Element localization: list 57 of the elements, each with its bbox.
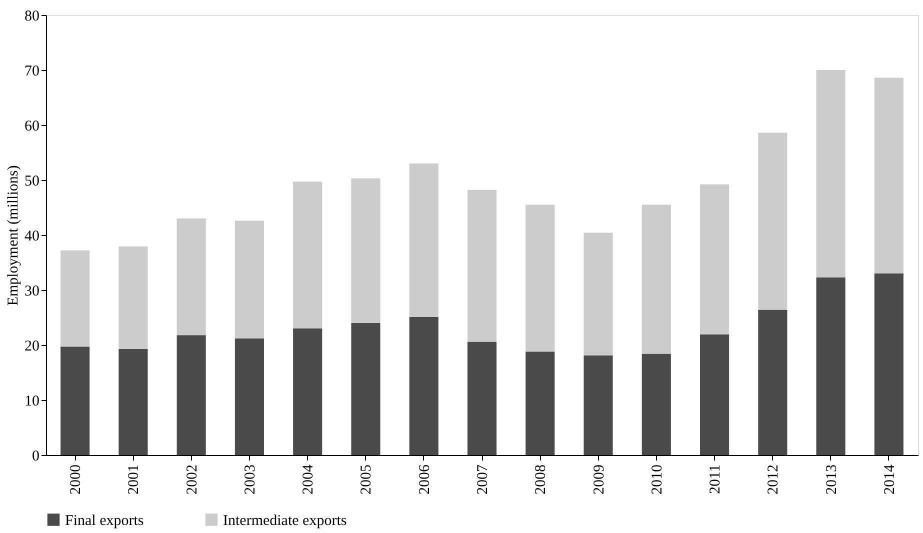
bar bbox=[293, 182, 322, 328]
y-tick-label: 0 bbox=[32, 448, 40, 464]
x-tick-label: 2012 bbox=[766, 464, 782, 494]
bar bbox=[467, 342, 497, 455]
bar bbox=[816, 277, 846, 455]
x-tick-label: 2013 bbox=[824, 464, 840, 494]
bar bbox=[700, 334, 730, 455]
bar bbox=[874, 78, 904, 274]
bar bbox=[351, 178, 380, 323]
y-tick-label: 30 bbox=[24, 284, 40, 300]
x-tick-label: 2003 bbox=[242, 464, 258, 494]
y-tick-label: 10 bbox=[24, 394, 40, 410]
bar bbox=[60, 250, 90, 347]
y-tick-label: 70 bbox=[24, 64, 40, 80]
bar bbox=[700, 184, 730, 335]
x-tick-label: 2008 bbox=[533, 464, 550, 494]
y-tick-label: 20 bbox=[24, 338, 40, 354]
bar bbox=[584, 232, 613, 356]
x-tick-label: 2002 bbox=[184, 464, 200, 494]
bar bbox=[293, 328, 322, 455]
x-tick-label: 2005 bbox=[358, 464, 375, 494]
y-tick-label: 50 bbox=[24, 174, 40, 190]
y-tick-label: 40 bbox=[24, 228, 40, 244]
y-axis-title: Employment (millions) bbox=[6, 165, 22, 306]
x-tick-label: 2010 bbox=[649, 464, 666, 494]
bar bbox=[758, 132, 788, 310]
bar bbox=[816, 70, 846, 278]
bar bbox=[176, 335, 206, 455]
x-tick-label: 2007 bbox=[475, 464, 491, 494]
bar bbox=[176, 218, 206, 336]
legend-label: Intermediate exports bbox=[223, 512, 347, 529]
bar bbox=[526, 204, 555, 352]
bar bbox=[234, 338, 264, 455]
x-tick-label: 2011 bbox=[708, 464, 724, 494]
bar bbox=[234, 220, 264, 338]
bar bbox=[60, 346, 90, 455]
bar bbox=[118, 348, 148, 455]
x-tick-label: 2006 bbox=[416, 464, 433, 494]
x-tick-label: 2001 bbox=[126, 464, 142, 494]
x-tick-label: 2009 bbox=[591, 464, 608, 494]
bar bbox=[467, 190, 497, 342]
bar bbox=[351, 323, 380, 455]
x-tick-label: 2014 bbox=[882, 464, 898, 494]
bar bbox=[584, 355, 613, 455]
bar bbox=[642, 354, 671, 455]
bar bbox=[758, 310, 788, 455]
bar bbox=[642, 204, 671, 354]
bar bbox=[409, 164, 438, 317]
bar bbox=[874, 274, 904, 455]
y-tick-label: 60 bbox=[24, 118, 40, 134]
bar bbox=[118, 246, 148, 349]
y-tick-label: 80 bbox=[24, 8, 40, 24]
bar bbox=[409, 316, 438, 455]
bar bbox=[526, 352, 555, 455]
legend-label: Final exports bbox=[65, 512, 144, 529]
x-tick-label: 2000 bbox=[68, 464, 84, 494]
x-tick-label: 2004 bbox=[300, 464, 317, 494]
